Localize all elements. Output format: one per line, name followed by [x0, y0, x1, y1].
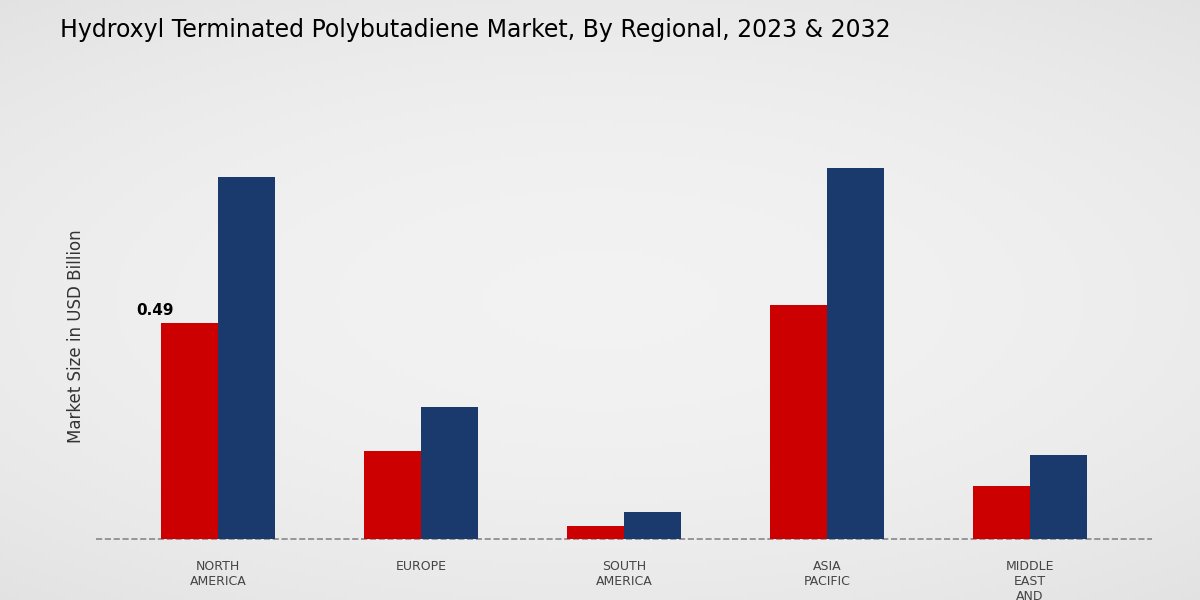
Bar [973, 486, 1030, 539]
Text: Hydroxyl Terminated Polybutadiene Market, By Regional, 2023 & 2032: Hydroxyl Terminated Polybutadiene Market… [60, 18, 890, 42]
Bar [770, 305, 827, 539]
Bar [421, 407, 478, 539]
Bar [1030, 455, 1087, 539]
Bar [568, 526, 624, 539]
Bar [624, 512, 680, 539]
Bar [827, 169, 884, 539]
Text: 0.49: 0.49 [136, 304, 174, 319]
Bar [161, 323, 218, 539]
Bar [218, 178, 275, 539]
Y-axis label: Market Size in USD Billion: Market Size in USD Billion [67, 229, 85, 443]
Bar [364, 451, 421, 539]
